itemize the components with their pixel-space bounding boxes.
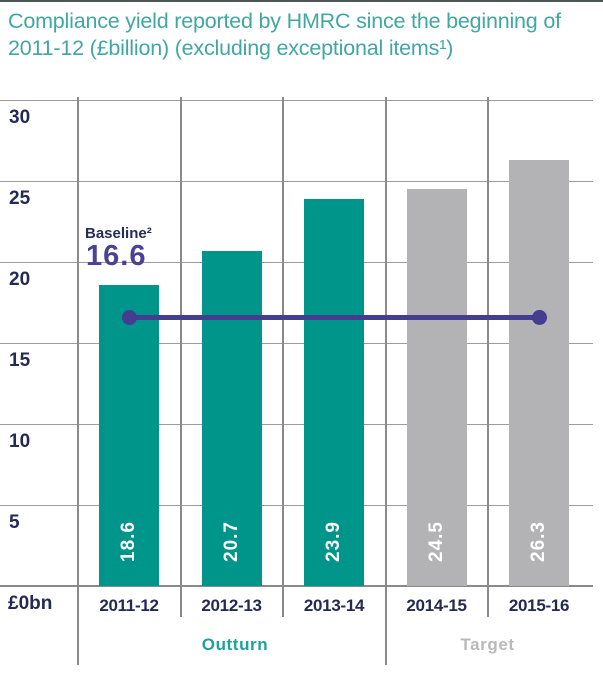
baseline-dot-right [531,309,547,325]
baseline-dot-left [121,309,137,325]
x-category-label-2015-16: 2015-16 [508,596,570,615]
x-category-label-2014-15: 2014-15 [406,596,467,615]
chart-title: Compliance yield reported by HMRC since … [8,9,561,60]
bar-2012-13 [201,250,262,586]
bar-2015-16 [509,159,569,586]
y-tick-label-15: 15 [9,350,31,371]
x-category-label-2011-12: 2011-12 [99,596,159,615]
y-tick-label-20: 20 [9,269,31,290]
bar-2014-15 [406,189,467,586]
gridline-10 [0,423,593,425]
x-category-label-2013-14: 2013-14 [303,596,365,615]
y-tick-label-10: 10 [9,431,31,452]
category-divider-1 [179,97,182,617]
x-category-label-2012-13: 2012-13 [201,596,262,615]
category-divider-3 [384,97,387,665]
x-axis-line [0,585,593,587]
bar-value-label-2013-14: 23.9 [323,521,344,562]
bar-value-label-2015-16: 26.3 [528,521,549,562]
y-axis-bottom-label: £0bn [8,593,53,614]
baseline-label: Baseline² [85,225,152,242]
category-divider-4 [487,97,489,617]
y-tick-label-25: 25 [9,188,31,209]
category-divider-0 [77,97,79,665]
gridline-20 [0,261,593,263]
gridline-30 [0,99,593,101]
bar-value-label-2012-13: 20.7 [220,521,242,562]
baseline-value: 16.6 [86,240,147,272]
y-tick-label-30: 30 [9,107,31,128]
bar-2011-12 [99,284,159,586]
gridline-25 [0,180,593,182]
bar-value-label-2014-15: 24.5 [425,521,447,562]
category-divider-2 [282,97,284,617]
series-group-label-outturn: Outturn [201,635,269,654]
y-tick-label-5: 5 [9,512,20,533]
baseline-line [129,314,539,320]
bar-2013-14 [304,198,364,586]
gridline-15 [0,342,593,344]
series-group-label-target: Target [460,635,515,654]
top-rule [0,0,603,2]
gridline-5 [0,504,593,506]
bar-value-label-2011-12: 18.6 [118,521,139,562]
